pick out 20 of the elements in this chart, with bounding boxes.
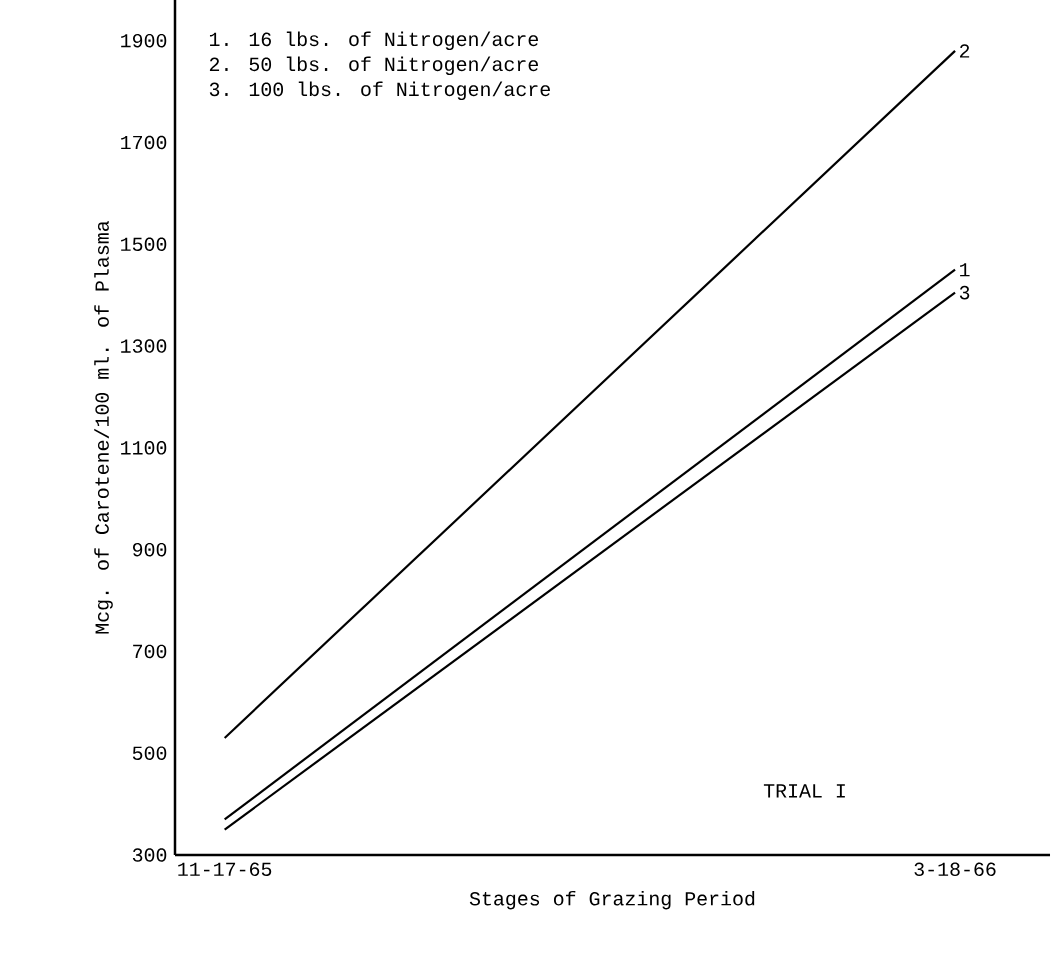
y-axis-title: Mcg. of Carotene/100 ml. of Plasma <box>94 220 113 634</box>
y-tick-label: 1900 <box>121 33 167 48</box>
series-label: 1 <box>960 263 970 277</box>
annotation: 1. 16 lbs. of Nitrogen/acre <box>209 31 538 51</box>
y-tick-label: 1100 <box>121 441 167 455</box>
x-tick-label: 11-17-65 <box>178 862 272 877</box>
y-tick-label: 1700 <box>121 135 167 150</box>
y-tick-label: 500 <box>132 746 167 760</box>
y-tick-label: 300 <box>132 848 167 862</box>
y-tick-label: 900 <box>132 542 167 557</box>
y-tick-label: 1500 <box>121 237 167 252</box>
series-label: 2 <box>959 44 970 58</box>
x-tick-label: 3-18-66 <box>914 862 996 877</box>
annotation: TRIAL I <box>763 784 845 798</box>
series-label: 3 <box>959 285 970 300</box>
annotation: 3. 100 lbs. of Nitrogen/acre <box>209 81 550 101</box>
y-tick-label: 700 <box>133 644 167 659</box>
annotation: 2. 50 lbs. of Nitrogen/acre <box>209 56 538 76</box>
x-axis-title: Stages of Grazing Period <box>469 890 755 910</box>
y-tick-label: 1300 <box>121 339 167 353</box>
